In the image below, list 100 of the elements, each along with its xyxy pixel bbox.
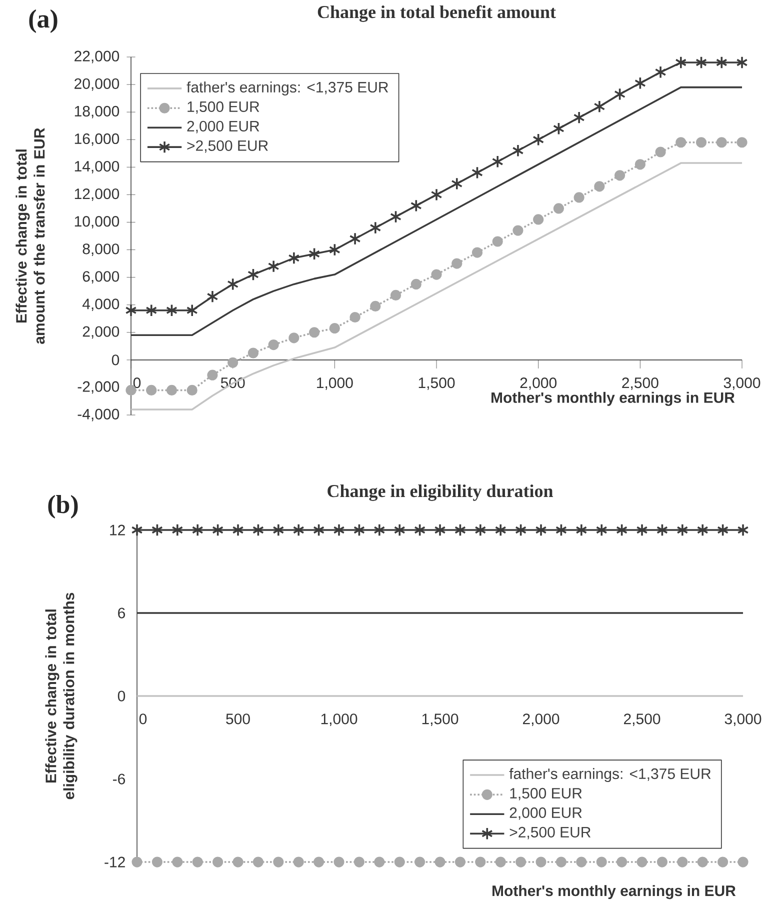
y-tick-label: 18,000 [74, 106, 120, 118]
x-tick-label: 2,500 [622, 378, 658, 390]
point [634, 159, 646, 170]
y-tick-label: 4,000 [82, 298, 120, 312]
y-tick-label: 12 [110, 524, 125, 536]
point [676, 137, 686, 148]
point [288, 332, 300, 344]
y-tick-label: -12 [104, 856, 125, 868]
chart-title: Change in total benefit amount [318, 5, 556, 22]
point [166, 304, 178, 317]
x-axis-title: Mother's monthly earnings in EUR [492, 885, 736, 900]
point [574, 192, 584, 203]
point [228, 357, 238, 368]
point [370, 221, 382, 234]
y-tick-label: -2,000 [78, 381, 120, 394]
point [614, 88, 626, 101]
point [248, 348, 259, 358]
x-tick-label: 0 [133, 378, 141, 388]
point [634, 76, 646, 90]
point [716, 137, 727, 148]
point [350, 312, 360, 323]
point [329, 322, 340, 334]
point [410, 199, 422, 212]
point [166, 384, 178, 396]
x-tick-label: 3,000 [724, 378, 760, 390]
point [716, 56, 728, 70]
point [594, 181, 605, 192]
legend-label: 1,500 EUR [510, 788, 582, 800]
point [696, 56, 708, 70]
legend-label: 1,500 EUR [188, 101, 260, 114]
point [410, 278, 422, 290]
x-tick-label: 2,000 [520, 378, 557, 390]
point [207, 370, 218, 380]
y-tick-label: 0 [118, 690, 126, 702]
point [125, 304, 137, 317]
point [573, 111, 585, 124]
point [654, 66, 666, 79]
point [431, 269, 442, 280]
point [268, 260, 280, 273]
point [594, 100, 606, 114]
y-axis-title: Effective change in total eligibility duration in months [45, 592, 78, 800]
point [308, 247, 320, 260]
point [247, 268, 259, 282]
y-tick-label: -6 [112, 774, 126, 784]
x-tick-label: 500 [226, 714, 250, 724]
y-tick-label: 12,000 [74, 188, 120, 201]
y-tick-label: -4,000 [78, 408, 120, 422]
point [349, 232, 361, 246]
point [472, 247, 483, 258]
x-tick-label: 2,000 [522, 714, 560, 726]
y-tick-label: 14,000 [74, 160, 120, 174]
point [328, 243, 340, 256]
point [390, 290, 402, 301]
point [186, 304, 198, 317]
point [268, 339, 279, 350]
point [553, 203, 564, 214]
legend-label: >2,500 EUR [187, 140, 268, 153]
point [675, 56, 687, 70]
chart-title: Change in eligibility duration [328, 484, 554, 501]
point [430, 188, 442, 202]
point [532, 133, 544, 146]
text: (a) [29, 9, 58, 33]
y-tick-label: 16,000 [74, 133, 120, 146]
legend-label: >2,500 EUR [510, 826, 591, 840]
point [451, 177, 463, 190]
text: (b) [48, 494, 78, 519]
point [552, 122, 564, 136]
point [736, 137, 748, 148]
x-axis-title: Mother's monthly earnings in EUR [492, 392, 735, 406]
point [452, 258, 462, 269]
point [614, 170, 626, 181]
point [512, 144, 524, 158]
y-axis-title: Effective change in total amount of the transfer in EUR [16, 128, 45, 344]
y-tick-label: 6,000 [82, 271, 120, 284]
point [288, 252, 300, 265]
point [655, 146, 666, 158]
y-tick-label: 6 [118, 608, 126, 618]
y-tick-label: 2,000 [82, 326, 120, 339]
point [533, 214, 544, 225]
legend-label: 2,000 EUR [187, 120, 260, 134]
point [390, 210, 402, 224]
x-tick-label: 0 [139, 714, 147, 724]
point [186, 384, 198, 396]
point [227, 278, 239, 291]
legend-label: father's earnings: <1,375 EUR [186, 82, 388, 96]
y-tick-label: 0 [112, 354, 120, 366]
point [146, 384, 157, 396]
point [492, 155, 504, 168]
x-tick-label: 1,000 [321, 714, 358, 726]
legend-label: 2,000 EUR [510, 807, 582, 820]
point [512, 225, 524, 236]
x-tick-label: 1,500 [418, 378, 455, 390]
point [492, 236, 503, 247]
x-tick-label: 2,500 [624, 714, 660, 726]
point [696, 137, 707, 148]
point [206, 290, 218, 304]
point [736, 56, 748, 70]
x-tick-label: 3,000 [724, 714, 762, 726]
point [146, 304, 158, 317]
y-tick-label: 8,000 [82, 244, 120, 256]
